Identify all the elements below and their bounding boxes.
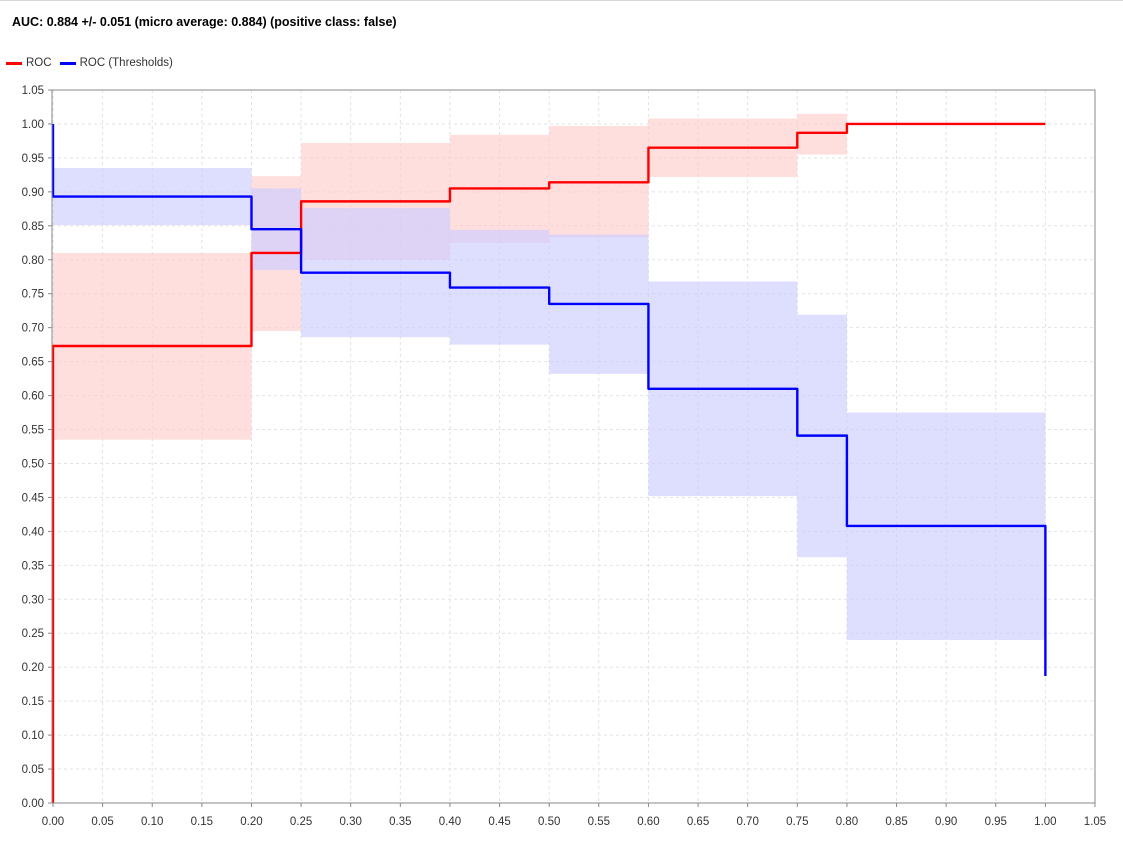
y-tick-label: 0.05 [22,764,44,776]
y-axis-ticks: 0.00 0.05 0.10 0.15 0.20 0.25 0.30 0.35 0.40 0.45… [22,85,52,810]
y-tick-label: 0.00 [22,798,44,810]
x-tick-label: 0.75 [786,816,808,828]
x-tick-label: 0.85 [885,816,907,828]
legend-item-roc-thresholds: ROC (Thresholds) [59,57,173,69]
y-tick-label: 0.80 [22,255,44,267]
x-tick-label: 0.80 [836,816,858,828]
y-tick-label: 0.50 [22,458,44,470]
x-tick-label: 0.40 [439,816,461,828]
y-tick-label: 1.05 [22,85,44,97]
y-tick-label: 0.40 [22,526,44,538]
y-tick-label: 0.60 [22,391,44,403]
x-tick-label: 1.05 [1084,816,1106,828]
y-tick-label: 1.00 [22,119,44,131]
y-tick-label: 0.10 [22,730,44,742]
x-tick-label: 0.15 [191,816,213,828]
legend-swatch-roc-thresholds [59,61,76,65]
y-tick-label: 0.75 [22,289,44,301]
y-tick-label: 0.15 [22,696,44,708]
y-tick-label: 0.55 [22,425,44,437]
legend-label-roc-thresholds: ROC (Thresholds) [79,57,173,69]
x-tick-label: 0.05 [91,816,113,828]
legend-swatch-roc [6,61,22,65]
x-tick-label: 0.65 [687,816,709,828]
x-tick-label: 0.20 [240,816,262,828]
plot-frame [51,89,1096,804]
y-tick-label: 0.30 [22,594,44,606]
y-tick-label: 0.70 [22,323,44,335]
x-tick-label: 1.00 [1034,816,1056,828]
y-tick-label: 0.20 [22,662,44,674]
legend: ROC ROC (Thresholds) [6,55,181,71]
chart-title: AUC: 0.884 +/- 0.051 (micro average: 0.8… [12,15,397,29]
y-tick-label: 0.85 [22,221,44,233]
x-tick-label: 0.10 [141,816,163,828]
x-tick-label: 0.00 [42,816,64,828]
x-tick-label: 0.70 [736,816,758,828]
y-tick-label: 0.90 [22,187,44,199]
x-tick-label: 0.25 [290,816,312,828]
series-line-roc-thresholds [51,123,1047,677]
top-divider [0,0,1123,1]
x-tick-label: 0.45 [488,816,510,828]
x-tick-label: 0.35 [389,816,411,828]
x-tick-label: 0.55 [588,816,610,828]
x-tick-label: 0.60 [637,816,659,828]
y-tick-label: 0.45 [22,492,44,504]
x-tick-label: 0.90 [935,816,957,828]
y-tick-label: 0.95 [22,153,44,165]
y-tick-label: 0.35 [22,560,44,572]
y-tick-label: 0.25 [22,628,44,640]
x-tick-label: 0.50 [538,816,560,828]
legend-item-roc: ROC [6,57,52,69]
series-line-roc [51,122,1046,803]
x-axis-ticks: 0.00 0.05 0.10 0.15 0.20 0.25 0.30 0.35 0.40 0.45… [42,803,1106,828]
x-tick-label: 0.95 [985,816,1007,828]
x-tick-label: 0.30 [340,816,362,828]
legend-label-roc: ROC [26,57,52,69]
y-tick-label: 0.65 [22,357,44,369]
confidence-band-roc [797,113,847,155]
series-lines [51,122,1047,803]
